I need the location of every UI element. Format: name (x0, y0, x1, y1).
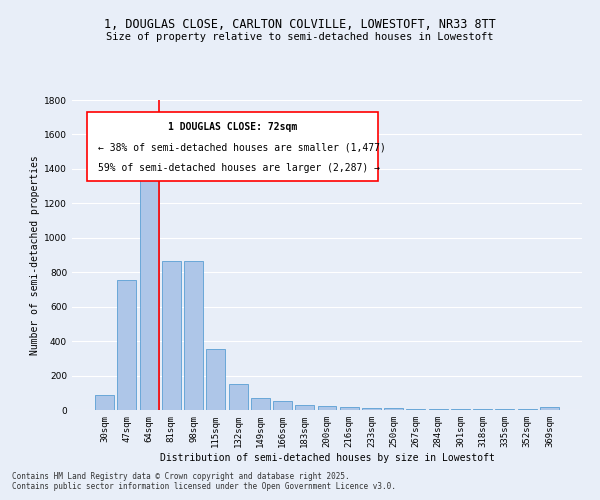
FancyBboxPatch shape (88, 112, 378, 180)
Bar (206, 349, 225, 410)
Text: Size of property relative to semi-detached houses in Lowestoft: Size of property relative to semi-detach… (106, 32, 494, 42)
Bar (317, 406, 337, 410)
Text: 1, DOUGLAS CLOSE, CARLTON COLVILLE, LOWESTOFT, NR33 8TT: 1, DOUGLAS CLOSE, CARLTON COLVILLE, LOWE… (104, 18, 496, 30)
Bar (229, 384, 248, 410)
Bar (451, 409, 470, 410)
Bar (406, 408, 425, 410)
Bar (429, 408, 448, 410)
Bar (251, 398, 270, 410)
Bar (362, 408, 381, 410)
Bar (162, 261, 181, 410)
Bar (340, 407, 359, 410)
Bar (273, 402, 292, 410)
Text: Contains public sector information licensed under the Open Government Licence v3: Contains public sector information licen… (12, 482, 396, 491)
X-axis label: Distribution of semi-detached houses by size in Lowestoft: Distribution of semi-detached houses by … (160, 452, 494, 462)
Text: 1 DOUGLAS CLOSE: 72sqm: 1 DOUGLAS CLOSE: 72sqm (168, 122, 297, 132)
Text: ← 38% of semi-detached houses are smaller (1,477): ← 38% of semi-detached houses are smalle… (97, 143, 385, 153)
Bar (540, 408, 559, 410)
Text: 59% of semi-detached houses are larger (2,287) →: 59% of semi-detached houses are larger (… (97, 164, 380, 173)
Bar (118, 280, 136, 410)
Y-axis label: Number of semi-detached properties: Number of semi-detached properties (30, 155, 40, 355)
Bar (496, 409, 514, 410)
Bar (95, 394, 114, 410)
Text: Contains HM Land Registry data © Crown copyright and database right 2025.: Contains HM Land Registry data © Crown c… (12, 472, 350, 481)
Bar (140, 160, 158, 410)
Bar (473, 409, 492, 410)
Bar (184, 261, 203, 410)
Bar (518, 409, 536, 410)
Bar (384, 408, 403, 410)
Bar (295, 405, 314, 410)
